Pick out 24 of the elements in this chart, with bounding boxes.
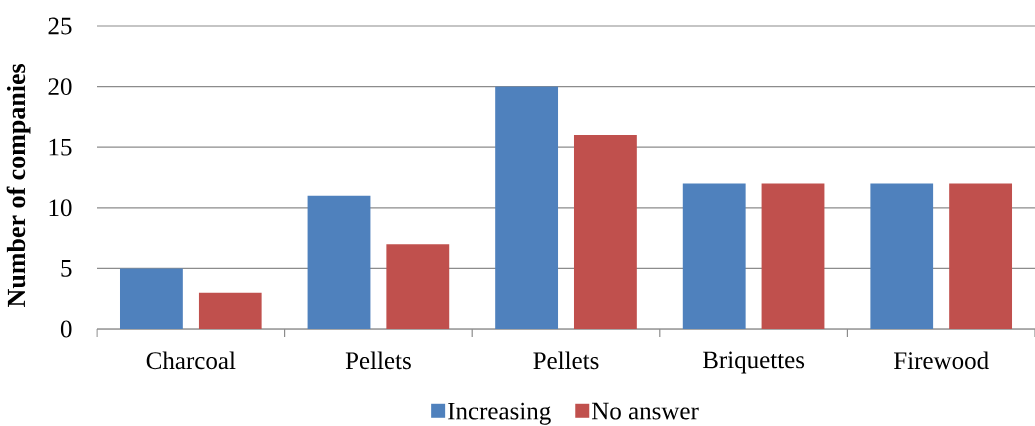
bar [870, 183, 934, 329]
x-tick-label: Pellets [345, 351, 411, 370]
bar [573, 135, 637, 329]
bar [386, 244, 450, 329]
y-tick-label: 15 [49, 138, 72, 156]
bar [682, 183, 746, 329]
y-tick-label: 20 [48, 78, 72, 96]
bar [198, 292, 262, 329]
y-tick-label: 10 [49, 199, 72, 217]
legend-label: No answer [591, 402, 699, 420]
bar [761, 183, 825, 329]
y-tick-label: 5 [61, 260, 72, 277]
x-tick-label: Firewood [894, 351, 989, 370]
bar [307, 195, 371, 329]
x-tick-label: Pellets [533, 351, 599, 370]
legend-label: Increasing [448, 402, 551, 425]
y-tick-label: 0 [60, 320, 72, 338]
bar [495, 86, 559, 329]
bar [949, 183, 1013, 329]
x-tick-label: Charcoal [146, 351, 236, 370]
y-tick-label: 25 [48, 17, 72, 35]
y-axis-title: Number of companies [6, 63, 31, 307]
x-tick-label: Briquettes [702, 351, 805, 374]
bar [119, 268, 183, 329]
